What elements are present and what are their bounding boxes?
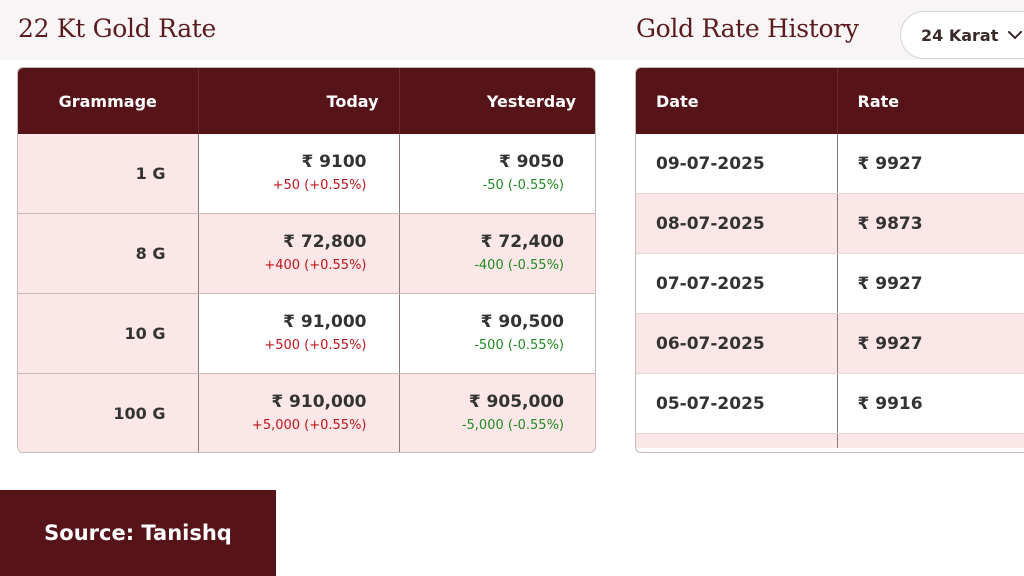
- history-row: 05-07-2025 ₹ 9916: [636, 373, 1024, 434]
- yesterday-cell: ₹ 9050 -50 (-0.55%): [399, 134, 595, 214]
- gold-rate-table: Grammage Today Yesterday 1 G ₹ 9100 +50 …: [17, 67, 596, 453]
- grammage-cell: 1 G: [18, 134, 199, 214]
- today-cell: ₹ 91,000 +500 (+0.55%): [198, 293, 400, 374]
- history-rate: ₹ 9927: [837, 313, 1024, 374]
- history-rate: ₹ 9916: [837, 373, 1024, 434]
- chevron-down-icon: [1008, 30, 1023, 40]
- gold-rate-history-title: Gold Rate History: [636, 14, 859, 43]
- history-date: 09-07-2025: [636, 134, 838, 194]
- yesterday-price: ₹ 9050: [498, 152, 564, 172]
- today-price: ₹ 9100: [301, 152, 367, 172]
- today-change: +400 (+0.55%): [264, 258, 367, 273]
- yesterday-change: -50 (-0.55%): [482, 178, 565, 193]
- table-row: 100 G ₹ 910,000 +5,000 (+0.55%) ₹ 905,00…: [18, 373, 595, 452]
- today-price: ₹ 72,800: [283, 232, 367, 252]
- karat-select-value: 24 Karat: [921, 25, 999, 45]
- grammage-cell: 10 G: [18, 293, 199, 374]
- yesterday-change: -400 (-0.55%): [474, 258, 564, 273]
- history-rate: ₹ 9873: [837, 193, 1024, 254]
- history-date: 06-07-2025: [636, 313, 838, 374]
- top-band: [0, 0, 1024, 60]
- source-label: Source: Tanishq: [0, 490, 276, 576]
- gold-rate-history-table: Date Rate 09-07-2025 ₹ 9927 08-07-2025 ₹…: [635, 67, 1024, 453]
- yesterday-cell: ₹ 905,000 -5,000 (-0.55%): [399, 373, 595, 452]
- grammage-cell: 8 G: [18, 213, 199, 294]
- karat-select[interactable]: 24 Karat: [900, 11, 1024, 59]
- history-row: 09-07-2025 ₹ 9927: [636, 134, 1024, 194]
- history-row: 07-07-2025 ₹ 9927: [636, 253, 1024, 314]
- table-row: 10 G ₹ 91,000 +500 (+0.55%) ₹ 90,500 -50…: [18, 293, 595, 374]
- header-rate: Rate: [837, 68, 1024, 134]
- history-rate: ₹ 9927: [837, 253, 1024, 314]
- history-header-row: Date Rate: [636, 68, 1024, 134]
- today-cell: ₹ 9100 +50 (+0.55%): [198, 134, 400, 214]
- gold-rate-title: 22 Kt Gold Rate: [18, 14, 217, 43]
- header-grammage: Grammage: [18, 68, 199, 134]
- table-row: 1 G ₹ 9100 +50 (+0.55%) ₹ 9050 -50 (-0.5…: [18, 134, 595, 214]
- header-yesterday: Yesterday: [399, 68, 595, 134]
- yesterday-price: ₹ 72,400: [480, 232, 564, 252]
- header-date: Date: [636, 68, 838, 134]
- grammage-cell: 100 G: [18, 373, 199, 452]
- history-date: 05-07-2025: [636, 373, 838, 434]
- today-cell: ₹ 910,000 +5,000 (+0.55%): [198, 373, 400, 452]
- yesterday-price: ₹ 90,500: [480, 312, 564, 332]
- today-change: +5,000 (+0.55%): [251, 418, 367, 433]
- today-change: +500 (+0.55%): [264, 338, 367, 353]
- today-cell: ₹ 72,800 +400 (+0.55%): [198, 213, 400, 294]
- today-price: ₹ 910,000: [271, 392, 367, 412]
- yesterday-price: ₹ 905,000: [468, 392, 564, 412]
- table-row: 8 G ₹ 72,800 +400 (+0.55%) ₹ 72,400 -400…: [18, 213, 595, 294]
- history-row-partial: [636, 433, 1024, 448]
- history-date: 07-07-2025: [636, 253, 838, 314]
- today-change: +50 (+0.55%): [272, 178, 367, 193]
- history-date: 08-07-2025: [636, 193, 838, 254]
- header-today: Today: [198, 68, 400, 134]
- history-rate: ₹ 9927: [837, 134, 1024, 194]
- today-price: ₹ 91,000: [283, 312, 367, 332]
- yesterday-cell: ₹ 72,400 -400 (-0.55%): [399, 213, 595, 294]
- table-header-row: Grammage Today Yesterday: [18, 68, 595, 134]
- history-row: 08-07-2025 ₹ 9873: [636, 193, 1024, 254]
- yesterday-change: -5,000 (-0.55%): [461, 418, 564, 433]
- yesterday-change: -500 (-0.55%): [474, 338, 564, 353]
- yesterday-cell: ₹ 90,500 -500 (-0.55%): [399, 293, 595, 374]
- history-row: 06-07-2025 ₹ 9927: [636, 313, 1024, 374]
